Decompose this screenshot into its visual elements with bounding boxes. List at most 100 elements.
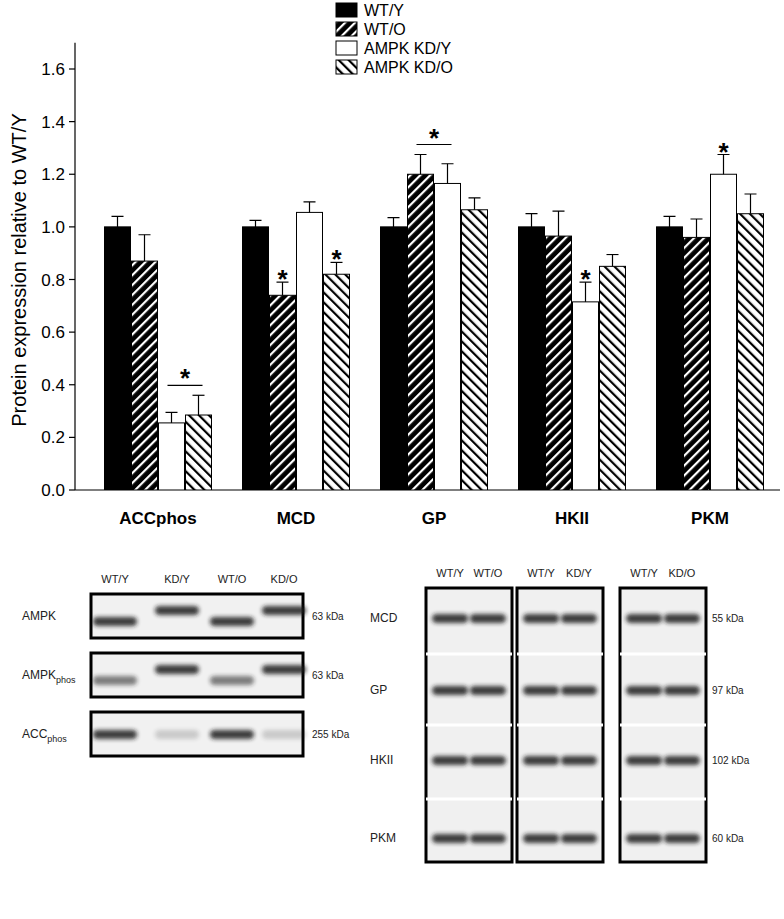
bar [684,237,710,490]
error-bar [664,216,676,227]
legend-swatch [336,41,357,55]
blot-separator [426,653,512,656]
legend-swatch [336,3,357,17]
bar [324,274,350,490]
error-cap [526,213,538,214]
blot-separator [620,653,706,656]
bar [519,227,545,490]
error-line [531,214,532,227]
error-cap [193,395,205,396]
bar [243,227,269,490]
y-tick [69,489,75,490]
error-cap [166,412,178,413]
error-line [447,164,448,184]
blot-band [155,665,199,674]
error-line [474,198,475,210]
bar [381,227,407,490]
y-tick [69,332,75,333]
error-line [309,202,310,213]
error-line [171,412,172,423]
blot-column-label: WT/Y [436,567,464,579]
error-bar [607,255,619,267]
blot-band [626,614,662,623]
significance-star: * [277,264,288,294]
bar [186,415,212,490]
error-bar [415,155,427,175]
error-bar [469,198,481,210]
blot-band [664,834,700,843]
blot-band [626,686,662,695]
blot-row-label: ACCphos [22,727,67,744]
error-cap [139,234,151,235]
blot-row-label: MCD [370,611,398,625]
blot-column-label: KD/O [271,573,298,585]
bar [132,261,158,490]
bar [711,174,737,490]
bar [738,214,764,490]
y-tick-label: 0.0 [41,481,65,500]
blot-band [155,606,199,615]
blot-column-label: KD/O [668,567,695,579]
error-line [612,255,613,267]
blot-column-label: KD/Y [164,573,190,585]
blot-size-label: 63 kDa [312,611,344,622]
error-line [144,235,145,261]
error-cap [553,210,565,211]
bar [657,227,683,490]
blot-row-label: AMPK [22,609,56,623]
blot-band [470,686,506,695]
bar [600,266,626,490]
legend-label: AMPK KD/O [364,59,453,76]
blot-size-label: 63 kDa [312,670,344,681]
error-line [750,194,751,214]
error-line [255,220,256,227]
significance-star: * [718,137,729,167]
x-tick-label: MCD [277,509,316,528]
bar [546,236,572,490]
blot-panel [517,588,603,862]
y-axis-label: Protein expression relative to WT/Y [8,113,30,426]
blot-band [432,834,468,843]
y-tick-label: 0.2 [41,428,65,447]
error-cap [607,254,619,255]
blot-band [155,730,199,739]
error-cap [388,217,400,218]
blot-size-label: 97 kDa [712,685,744,696]
blot-band [210,730,254,739]
blot-separator [517,724,603,727]
blot-column-label: WT/Y [527,567,555,579]
error-cap [250,220,262,221]
blot-row-subscript: phos [56,675,76,685]
blot-panel [91,594,303,638]
error-bar [304,202,316,213]
y-tick [69,174,75,175]
blot-band [93,676,137,685]
blot-band [561,686,597,695]
bar [159,423,185,490]
legend-label: WT/O [364,21,406,38]
y-tick-label: 0.4 [41,376,65,395]
bars [105,155,764,490]
blot-band [432,686,468,695]
blot-column-label: KD/Y [566,567,592,579]
blot-band [664,614,700,623]
blot-separator [426,798,512,801]
bar [105,227,131,490]
error-bar [112,216,124,227]
x-tick-label: PKM [691,509,729,528]
blot-band [470,834,506,843]
error-bar [691,219,703,237]
blot-row-label: AMPKphos [22,668,76,685]
bar [462,210,488,490]
bar [573,302,599,490]
error-bar [442,164,454,184]
blot-row-label: HKII [370,753,393,767]
blot-size-label: 102 kDa [712,755,750,766]
blot-band [523,834,559,843]
y-tick [69,384,75,385]
error-cap [304,201,316,202]
blot-band [626,756,662,765]
blot-column-label: WT/Y [630,567,658,579]
blot-band [664,686,700,695]
blot-panel [91,653,303,697]
